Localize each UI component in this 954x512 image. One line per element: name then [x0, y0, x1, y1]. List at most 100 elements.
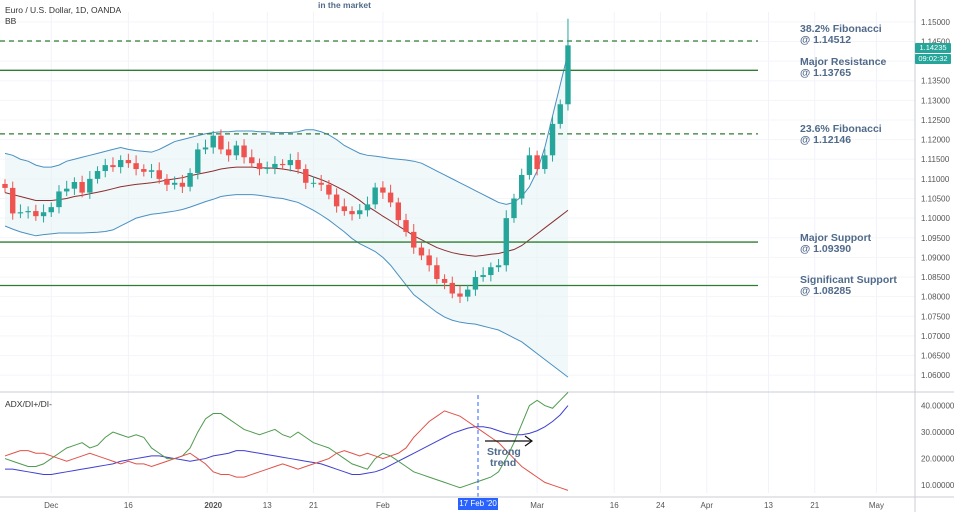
price-tick-label: 1.09000: [921, 253, 950, 262]
candle-body: [87, 178, 93, 193]
candle-body: [349, 211, 355, 215]
candle: [71, 177, 78, 195]
candle-body: [171, 182, 178, 185]
time-tick-label: 2020: [204, 501, 222, 510]
candle: [272, 156, 278, 175]
adx-tick-label: 40.00000: [921, 402, 954, 411]
candle: [17, 204, 24, 219]
candle-body: [380, 187, 386, 193]
candle-body: [133, 163, 139, 170]
candle: [503, 210, 509, 272]
candle: [411, 224, 417, 254]
candle-body: [318, 182, 324, 185]
candle: [25, 206, 31, 219]
adx-pane: [0, 391, 954, 498]
candle-body: [526, 155, 533, 175]
candle: [387, 184, 394, 208]
price-tick-label: 1.11500: [921, 155, 950, 164]
time-tick-label: Apr: [701, 501, 714, 510]
candle: [565, 39, 571, 111]
arrow-head-icon: [524, 435, 534, 447]
candle-body: [542, 155, 548, 170]
candle: [63, 180, 70, 197]
candle: [241, 139, 247, 164]
crosshair-date-tag: 17 Feb '20: [458, 498, 498, 510]
major-support-label-2: @ 1.09390: [800, 243, 851, 255]
significant-support-label-2: @ 1.08285: [800, 285, 851, 297]
candle-body: [102, 165, 108, 172]
countdown-tag: 09:02:32: [915, 54, 951, 64]
time-tick-label: Dec: [44, 501, 58, 510]
candle-body: [10, 187, 16, 214]
candle-body: [518, 174, 525, 199]
bb-fill: [5, 53, 568, 378]
candle: [156, 162, 162, 184]
price-tick-label: 1.12500: [921, 116, 950, 125]
candle: [549, 116, 556, 162]
candle-body: [449, 282, 455, 294]
candle-body: [195, 149, 201, 173]
candle: [318, 174, 324, 192]
candle-body: [94, 171, 101, 179]
bb-upper-line: [4, 53, 569, 205]
candle-body: [495, 265, 502, 268]
candle: [279, 159, 286, 170]
candle: [40, 204, 47, 223]
candle: [534, 150, 540, 176]
major-support-label-1: Major Support: [800, 232, 872, 244]
candle-body: [333, 194, 340, 207]
candle: [557, 99, 563, 129]
candle-body: [179, 182, 186, 187]
top-caption: in the market: [318, 0, 371, 10]
candle-body: [2, 183, 8, 188]
price-tick-label: 1.06500: [921, 352, 950, 361]
candle-body: [357, 210, 363, 215]
time-tick-label: May: [869, 501, 884, 510]
significant-support-label-1: Significant Support: [800, 274, 897, 286]
candle: [441, 274, 448, 290]
time-tick-label: 21: [309, 501, 318, 510]
candle-body: [534, 155, 540, 170]
resistance-label-1: Major Resistance: [800, 56, 887, 68]
bb-lower-line: [4, 194, 569, 378]
candle: [195, 143, 201, 180]
candle-body: [48, 207, 54, 213]
candle: [372, 182, 378, 210]
candle-body: [295, 160, 301, 170]
price-tick-label: 1.07500: [921, 312, 950, 321]
candlesticks: [2, 18, 571, 303]
adx-series-di: [4, 392, 569, 489]
indicator-label-adx[interactable]: ADX/DI+/DI-: [5, 399, 52, 409]
strong-trend-label-2: trend: [490, 457, 516, 469]
candle: [495, 258, 502, 272]
candle: [465, 284, 471, 302]
fib23-label-2: @ 1.12146: [800, 134, 851, 146]
price-tick-label: 1.09500: [921, 234, 950, 243]
candle: [179, 174, 186, 194]
candle-body: [310, 182, 317, 184]
candle: [233, 140, 240, 161]
price-tick-label: 1.06000: [921, 371, 950, 380]
candle: [295, 152, 301, 174]
candle-body: [264, 167, 270, 170]
last-price-tag: 1.14235: [915, 43, 951, 53]
candle-body: [326, 184, 332, 195]
time-tick-label: 16: [610, 501, 619, 510]
candle-body: [141, 169, 147, 172]
time-tick-label: Feb: [376, 501, 390, 510]
candle: [171, 176, 178, 190]
candle: [256, 158, 263, 176]
candle: [218, 129, 224, 155]
fib23-label-1: 23.6% Fibonacci: [800, 123, 882, 135]
candle: [10, 181, 16, 220]
candle: [141, 164, 147, 177]
candle-body: [40, 212, 47, 217]
candle: [303, 164, 309, 190]
candle: [310, 176, 317, 188]
candle: [418, 242, 425, 261]
candle: [56, 185, 62, 214]
indicator-label-bb[interactable]: BB: [5, 16, 17, 26]
candle: [403, 213, 409, 237]
candle: [264, 161, 270, 174]
time-tick-label: 16: [124, 501, 133, 510]
